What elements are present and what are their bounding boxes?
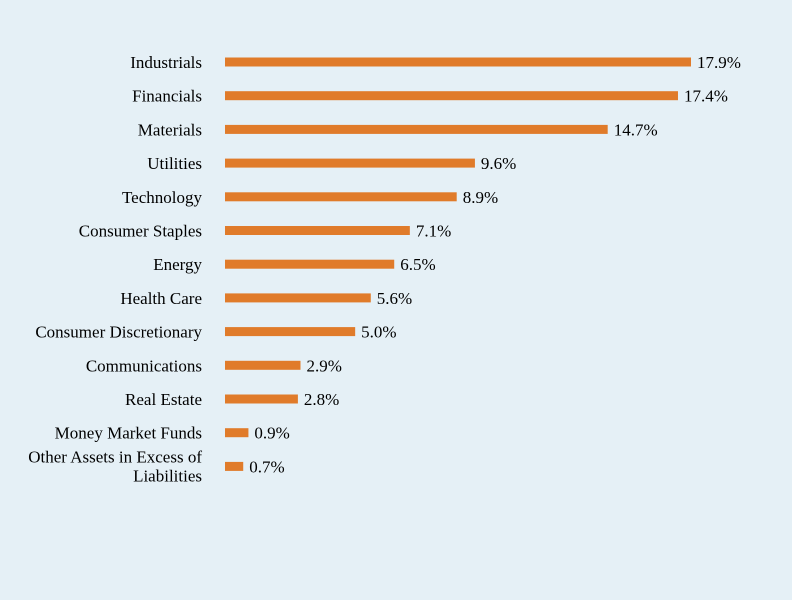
value-label-11: 0.9% [254,424,289,443]
bar-5 [225,226,410,235]
value-label-0: 17.9% [697,53,741,72]
value-label-1: 17.4% [684,87,728,106]
category-label-0: Industrials [130,53,202,72]
bar-3 [225,158,475,168]
category-label-7: Health Care [120,289,202,308]
value-label-10: 2.8% [304,390,339,409]
value-label-9: 2.9% [306,356,341,375]
category-label-10: Real Estate [125,390,202,409]
value-label-12: 0.7% [249,457,284,476]
bar-group [225,57,691,471]
bar-1 [225,91,678,101]
value-label-2: 14.7% [614,120,658,139]
bar-12 [225,461,244,471]
category-label-1: Financials [132,87,202,106]
bar-11 [225,428,249,438]
value-label-7: 5.6% [377,289,412,308]
bar-7 [225,293,371,303]
value-label-group: 17.9% 17.4% 14.7% 9.6% 8.9% 7.1% 6.5% 5.6% 5.0% 2… [249,53,741,476]
bar-10 [225,394,298,404]
category-label-5: Consumer Staples [79,222,202,241]
value-label-6: 6.5% [400,255,435,274]
bar-9 [225,360,301,370]
category-label-11: Money Market Funds [55,424,202,443]
bar-8 [225,327,356,337]
value-label-5: 7.1% [416,222,451,241]
category-label-8: Consumer Discretionary [35,323,202,342]
bar-2 [225,124,608,134]
category-label-3: Utilities [147,154,202,173]
category-label-2: Materials [138,120,202,139]
bar-4 [225,192,457,202]
category-label-group: Industrials Financials Materials Utilities T… [28,53,202,485]
bar-0 [225,57,691,67]
category-label-6: Energy [153,255,202,274]
value-label-4: 8.9% [463,188,498,207]
category-label-4: Technology [122,188,203,207]
value-label-8: 5.0% [361,323,396,342]
value-label-3: 9.6% [481,154,516,173]
category-label-9: Communications [86,356,202,375]
bar-6 [225,259,395,269]
category-label-12: Other Assets in Excess of Liabilities [28,447,202,485]
